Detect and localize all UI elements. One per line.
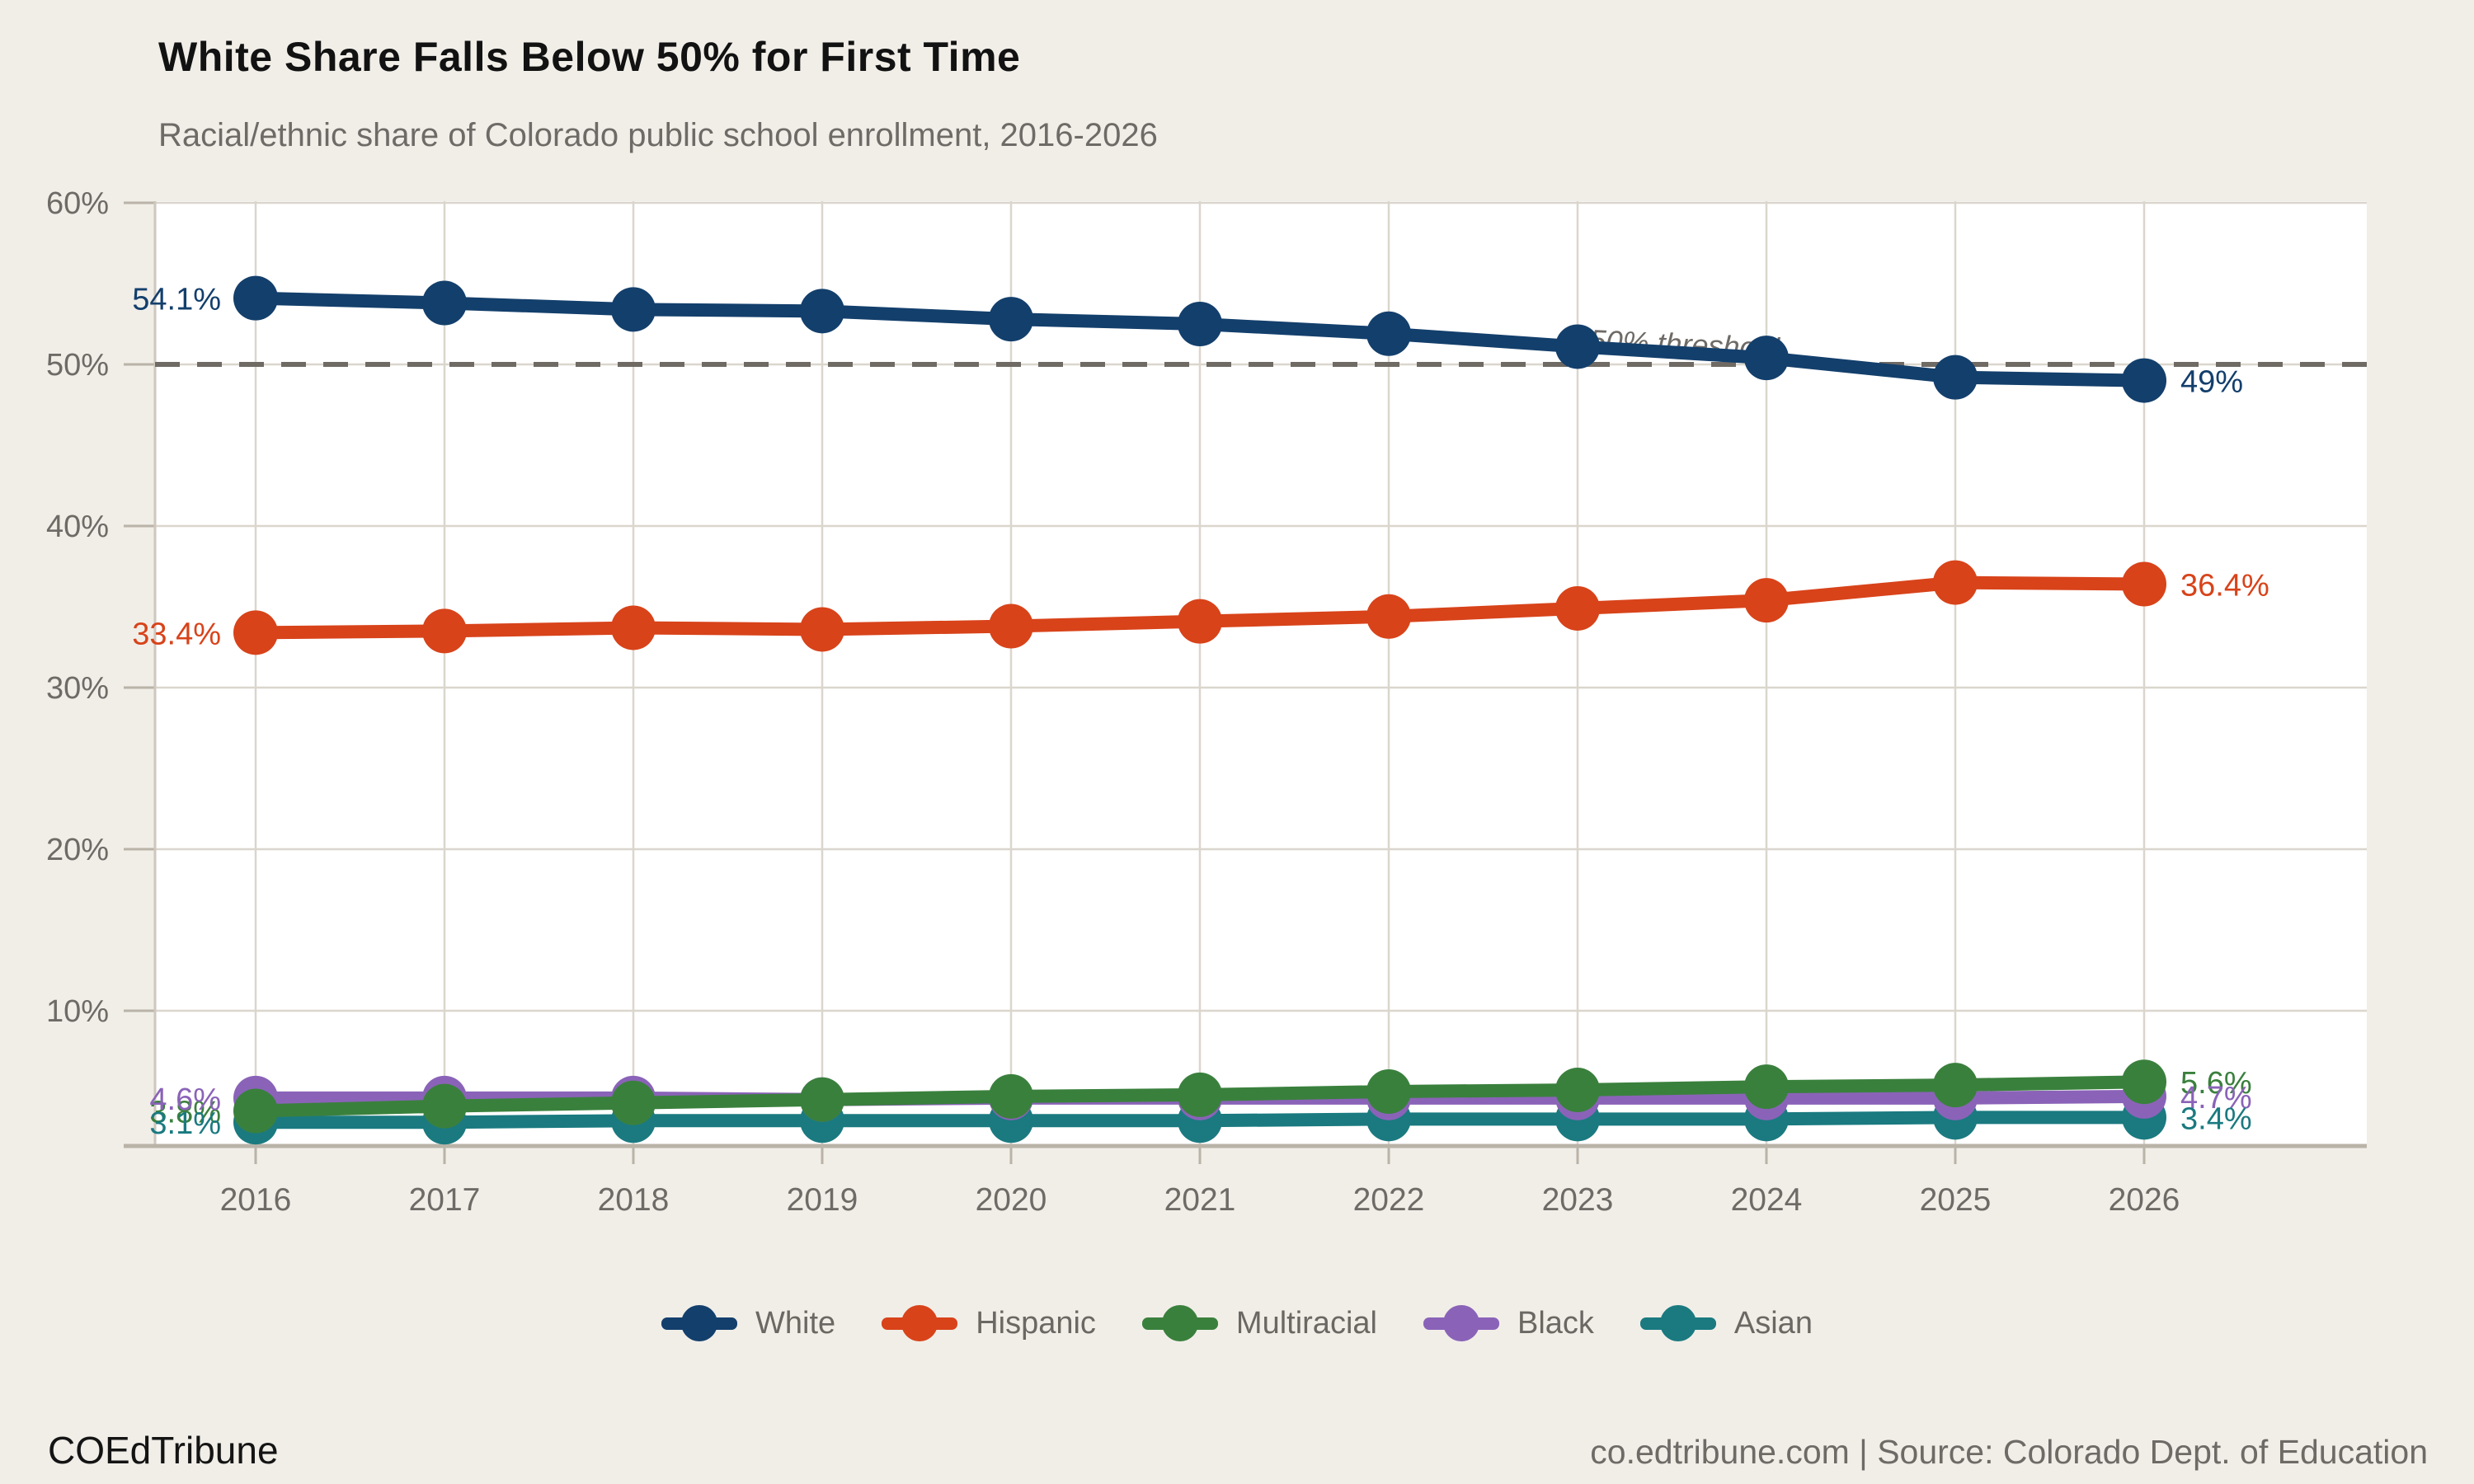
plot-area	[155, 201, 2367, 1146]
chart-legend: White Hispanic Multiracial Black Asian	[0, 1304, 2474, 1342]
x-tick-label: 2024	[1731, 1182, 1803, 1218]
start-value-label-white: 54.1%	[132, 283, 221, 317]
y-tick-label: 40%	[46, 510, 109, 544]
data-point-hispanic	[1178, 599, 1222, 644]
data-point-white	[2122, 358, 2166, 403]
data-point-hispanic	[2122, 561, 2166, 607]
end-value-label-hispanic: 36.4%	[2180, 569, 2269, 603]
start-value-label-hispanic: 33.4%	[132, 617, 221, 651]
data-point-hispanic	[1555, 585, 1600, 631]
y-tick-label: 20%	[46, 833, 109, 867]
x-tick-label: 2016	[220, 1182, 292, 1218]
legend-marker-black	[1423, 1305, 1499, 1341]
data-point-white	[1933, 355, 1978, 400]
data-point-hispanic	[422, 608, 467, 654]
legend-label-black: Black	[1517, 1305, 1594, 1341]
x-tick-label: 2019	[787, 1182, 858, 1218]
x-tick-label: 2023	[1542, 1182, 1614, 1218]
end-value-label-white: 49%	[2180, 365, 2243, 400]
data-point-multiracial	[422, 1083, 467, 1129]
legend-item-multiracial: Multiracial	[1141, 1304, 1377, 1342]
start-value-label-multiracial: 3.8%	[149, 1096, 221, 1130]
legend-item-white: White	[661, 1304, 835, 1342]
data-point-white	[989, 297, 1033, 342]
x-tick-label: 2026	[2109, 1182, 2180, 1218]
data-point-white	[800, 289, 844, 334]
y-tick-label: 50%	[46, 348, 109, 383]
data-point-multiracial	[1555, 1068, 1600, 1113]
data-point-white	[1178, 302, 1222, 346]
chart-subtitle: Racial/ethnic share of Colorado public s…	[158, 117, 1158, 153]
y-tick-label: 60%	[46, 186, 109, 221]
legend-item-black: Black	[1423, 1304, 1594, 1342]
line-chart: 10% 20% 30% 40% 50% 60% 2016 2017 2018 2019 2020 20…	[46, 186, 2367, 1218]
legend-marker-asian	[1639, 1305, 1716, 1341]
data-point-hispanic	[1933, 560, 1978, 605]
data-point-white	[611, 287, 656, 332]
data-point-multiracial	[1178, 1072, 1222, 1117]
data-point-white	[1555, 324, 1600, 369]
start-value-label-asian: 3.1%	[149, 1106, 221, 1141]
data-point-hispanic	[800, 607, 844, 652]
end-value-label-multiracial: 5.6%	[2180, 1066, 2252, 1101]
legend-marker-multiracial	[1141, 1305, 1218, 1341]
legend-label-hispanic: Hispanic	[976, 1305, 1096, 1341]
y-tick-label: 10%	[46, 994, 109, 1029]
data-point-white	[1744, 336, 1789, 381]
data-point-multiracial	[233, 1088, 278, 1134]
legend-item-hispanic: Hispanic	[882, 1304, 1096, 1342]
legend-label-asian: Asian	[1733, 1305, 1813, 1341]
x-tick-label: 2018	[598, 1182, 670, 1218]
chart-title: White Share Falls Below 50% for First Ti…	[158, 34, 1021, 80]
data-point-hispanic	[611, 605, 656, 650]
data-point-multiracial	[989, 1073, 1033, 1119]
data-point-white	[422, 280, 467, 326]
data-point-multiracial	[800, 1077, 844, 1122]
legend-item-asian: Asian	[1639, 1304, 1813, 1342]
y-tick-label: 30%	[46, 671, 109, 706]
end-value-label-black: 4.7%	[2180, 1081, 2252, 1115]
x-tick-label: 2025	[1920, 1182, 1992, 1218]
data-point-multiracial	[1366, 1069, 1411, 1114]
data-point-hispanic	[1366, 594, 1411, 639]
data-point-multiracial	[2122, 1059, 2166, 1105]
brand-logo-text: COEdTribune	[48, 1429, 279, 1472]
x-tick-label: 2020	[976, 1182, 1047, 1218]
data-point-white	[1366, 311, 1411, 356]
legend-label-multiracial: Multiracial	[1235, 1305, 1377, 1341]
data-point-white	[233, 275, 278, 321]
data-point-hispanic	[233, 610, 278, 655]
data-point-multiracial	[1744, 1064, 1789, 1110]
start-value-label-black: 4.6%	[149, 1082, 221, 1117]
data-point-hispanic	[1744, 578, 1789, 623]
legend-label-white: White	[755, 1305, 836, 1341]
data-point-multiracial	[1933, 1063, 1978, 1108]
legend-marker-white	[661, 1305, 738, 1341]
x-tick-label: 2017	[409, 1182, 481, 1218]
x-tick-label: 2021	[1164, 1182, 1236, 1218]
source-attribution: co.edtribune.com | Source: Colorado Dept…	[1590, 1433, 2428, 1471]
data-point-hispanic	[989, 603, 1033, 649]
legend-marker-hispanic	[882, 1305, 958, 1341]
data-point-multiracial	[611, 1080, 656, 1125]
x-tick-label: 2022	[1353, 1182, 1425, 1218]
end-value-label-asian: 3.4%	[2180, 1101, 2252, 1136]
